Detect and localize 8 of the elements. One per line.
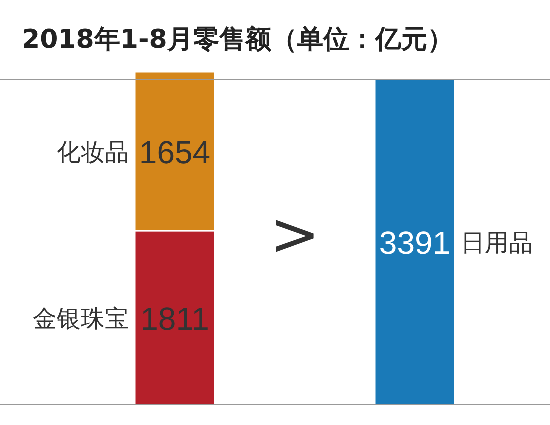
data-label: 3391 [379,225,451,262]
data-label: 1654 [139,134,211,170]
chart-title: 2018年1-8月零售额（单位：亿元） [22,25,454,55]
series-label: 金银珠宝 [33,304,129,333]
annotation: > [270,200,320,270]
series-label: 化妆品 [57,138,129,166]
series-label: 日用品 [461,229,533,258]
data-label: 1811 [140,300,210,337]
